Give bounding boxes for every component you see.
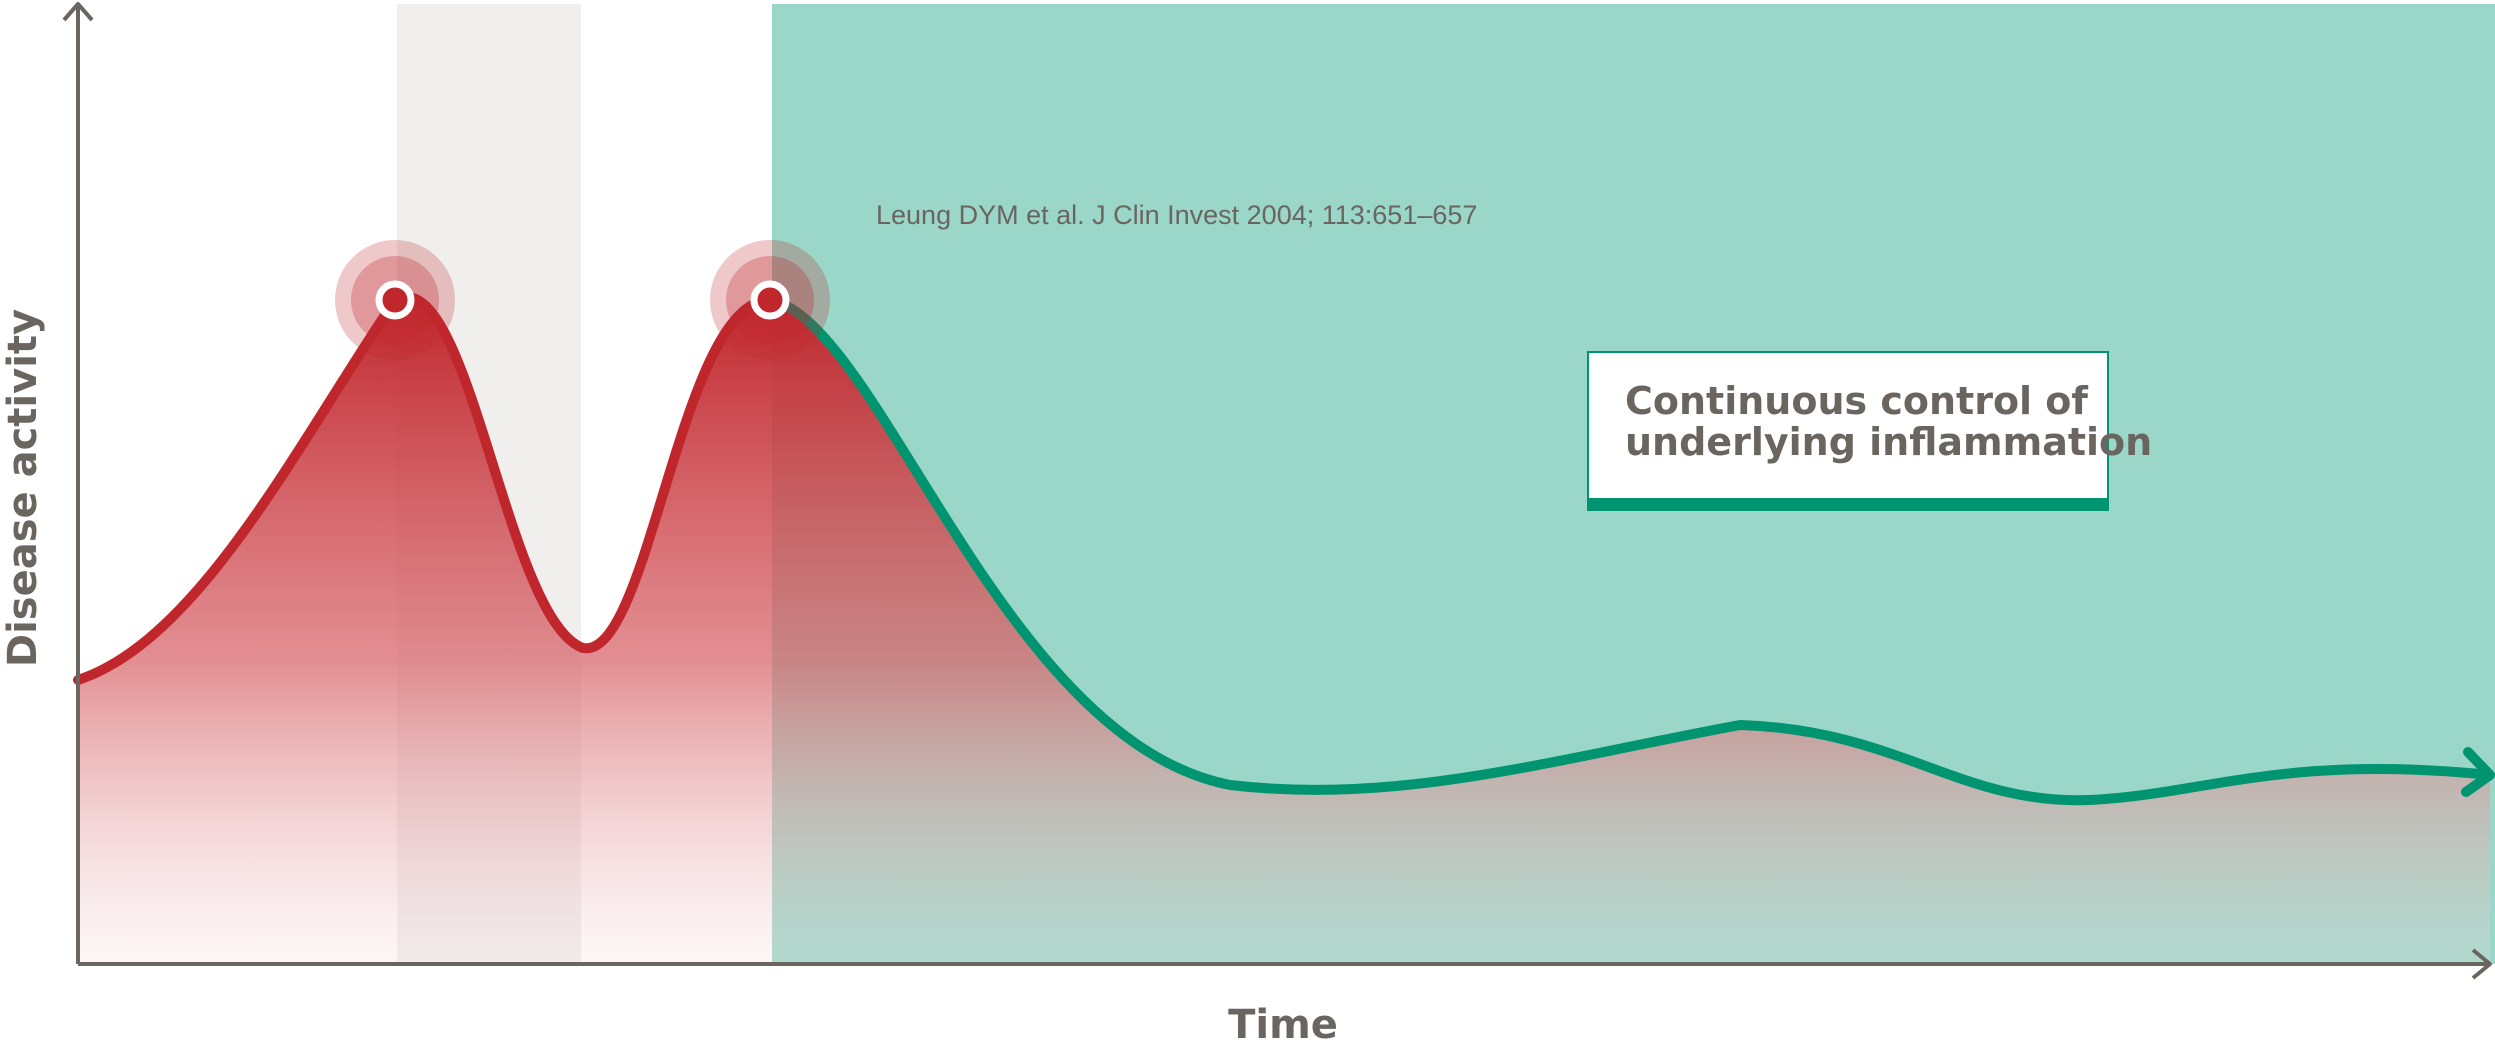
callout-box: Continuous control of underlying inflamm… xyxy=(1587,351,2152,511)
citation: Leung DYM et al. J Clin Invest 2004; 113… xyxy=(876,200,1477,230)
callout-line-2: underlying inflammation xyxy=(1625,420,2152,464)
flare-marker-1 xyxy=(335,240,455,360)
y-axis-label: Disease activity xyxy=(0,309,46,667)
y-axis xyxy=(62,2,94,964)
flare-marker-2 xyxy=(710,240,830,360)
flare-curve xyxy=(73,292,775,685)
disease-activity-area xyxy=(78,296,2490,964)
x-axis xyxy=(78,948,2492,980)
control-curve-arrowhead xyxy=(2461,747,2495,797)
callout-line-1: Continuous control of xyxy=(1625,379,2088,423)
control-curve xyxy=(765,295,2485,806)
x-axis-label: Time xyxy=(1228,1002,1338,1048)
